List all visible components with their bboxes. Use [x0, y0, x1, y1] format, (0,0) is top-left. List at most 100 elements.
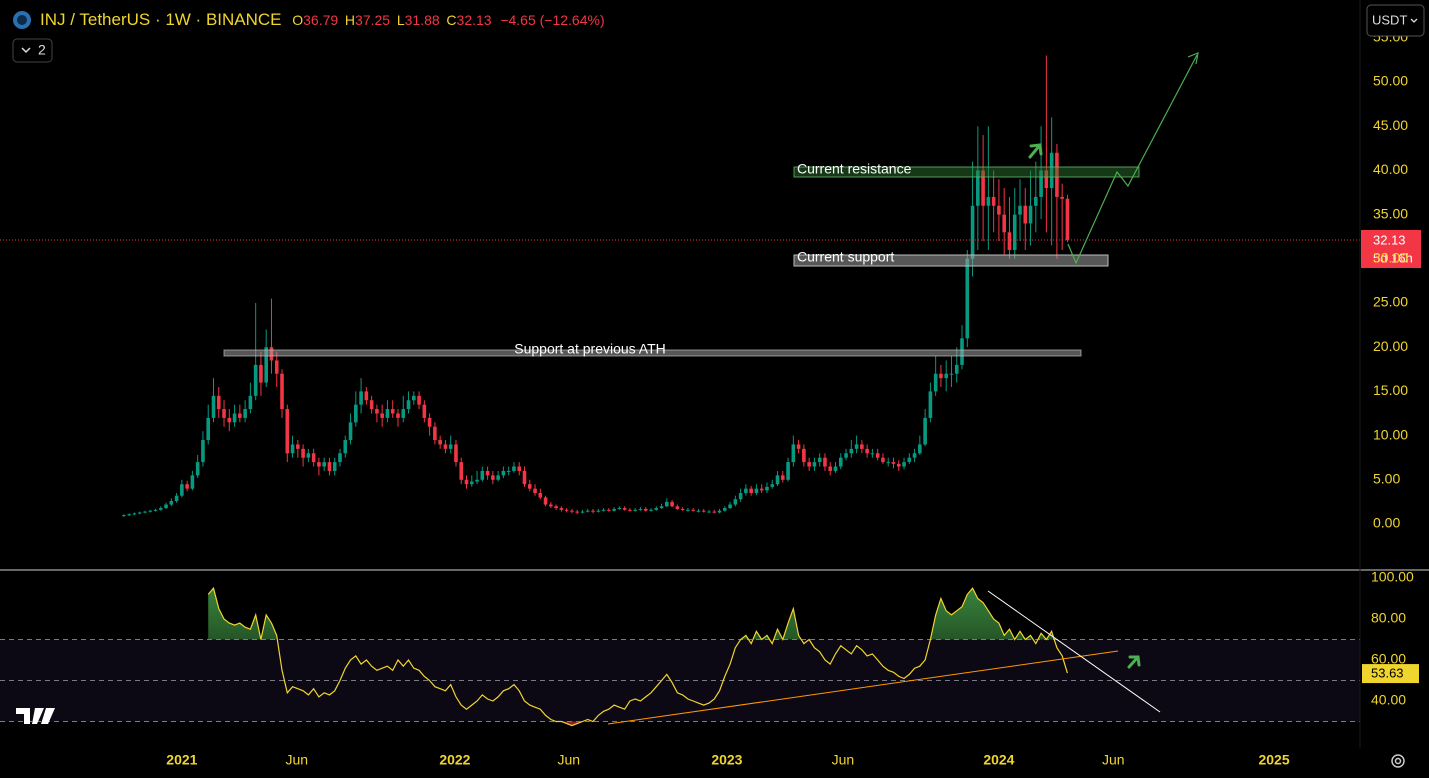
rsi-value-box: [1362, 664, 1419, 684]
ohlc-value: 32.13: [457, 12, 492, 28]
candle-body: [933, 373, 938, 392]
zone-label: Support at previous ATH: [514, 341, 665, 357]
candle-body: [248, 395, 253, 410]
candle-body: [649, 509, 653, 511]
candle-body: [865, 448, 869, 454]
candle-body: [680, 508, 685, 510]
y-tick-label: 10.00: [1373, 426, 1408, 442]
rsi-up-arrow: [1127, 655, 1141, 669]
candle-body: [686, 509, 690, 511]
candle-body: [849, 448, 854, 454]
rsi-background: [0, 639, 1360, 723]
y-tick-label: 0.00: [1373, 515, 1400, 531]
candle-body: [659, 506, 664, 509]
candle-body: [986, 196, 991, 206]
candle-body: [1018, 205, 1022, 215]
y-tick-label: 30.00: [1373, 250, 1408, 266]
candle-body: [132, 513, 137, 515]
x-tick-label: 2022: [439, 752, 470, 768]
candle-body: [348, 422, 353, 441]
logo: [16, 708, 55, 724]
y-tick-label: 15.00: [1373, 382, 1408, 398]
projection-path: [1067, 54, 1198, 265]
candle-body: [1023, 205, 1028, 224]
ohlc-prefix: O: [292, 12, 303, 28]
candle-body: [549, 504, 553, 507]
rsi-overbought-fill: [208, 588, 1055, 640]
candle-body: [828, 466, 833, 471]
candle-body: [749, 488, 753, 494]
candle-body: [274, 360, 279, 374]
chevron: [1410, 18, 1418, 23]
candle-body: [1034, 196, 1038, 206]
candle-body: [944, 373, 949, 379]
candle-body: [1060, 196, 1064, 199]
x-tick-label: 2021: [166, 752, 197, 768]
candle-body: [691, 509, 695, 511]
candle-body: [127, 514, 131, 516]
candle-body: [1055, 152, 1059, 197]
candle-body: [354, 404, 358, 423]
x-tick-label: 2023: [711, 752, 742, 768]
candle-body: [222, 409, 226, 418]
candle-body: [158, 508, 163, 510]
candle-body: [459, 462, 464, 480]
candle-body: [585, 510, 590, 512]
candle-body: [607, 509, 611, 511]
candle-body: [264, 347, 269, 383]
candle-body: [580, 511, 585, 513]
candle-body: [902, 462, 906, 467]
x-tick-label: Jun: [557, 752, 580, 768]
candle-body: [791, 444, 796, 463]
candle-body: [896, 463, 901, 467]
settings-icon[interactable]: [1391, 754, 1405, 768]
y-tick-label: 20.00: [1373, 338, 1408, 354]
axes: 32.13 5d 16h 0.00 5.00 10.00 15.00 20.00 25.00 3…: [166, 29, 1421, 768]
candle-body: [311, 453, 316, 463]
candle-body: [622, 508, 627, 510]
candle-body: [912, 453, 917, 458]
candle-body: [723, 508, 727, 511]
y-tick-label: 35.00: [1373, 205, 1408, 221]
candle-body: [707, 511, 711, 513]
candle-body: [928, 391, 933, 418]
candle-body: [332, 462, 337, 471]
candle-body: [728, 504, 732, 509]
candle-body: [406, 400, 411, 410]
candle-body: [823, 457, 827, 467]
candles: [0, 55, 1360, 517]
currency-button[interactable]: [1366, 4, 1425, 37]
candle-body: [891, 462, 896, 464]
up-arrow: [1028, 143, 1043, 159]
candle-body: [122, 515, 126, 517]
candle-body: [243, 409, 247, 418]
candle-body: [870, 453, 875, 455]
candle-body: [807, 462, 811, 467]
candle-body: [712, 511, 717, 513]
candle-body: [701, 510, 706, 512]
chevron: [21, 47, 31, 54]
candle-body: [923, 417, 927, 445]
candle-body: [765, 486, 769, 491]
candle-body: [396, 413, 400, 418]
x-tick-label: 2024: [983, 752, 1014, 768]
candle-body: [443, 444, 448, 449]
candle-body: [343, 440, 348, 454]
candle-body: [812, 462, 817, 467]
candle-body: [148, 510, 153, 512]
rsi-trendline: [987, 590, 1161, 713]
candle-body: [285, 409, 290, 454]
candle-body: [401, 409, 406, 418]
indicator-toggle[interactable]: [12, 38, 53, 63]
candle-body: [939, 373, 943, 379]
candle-body: [976, 170, 980, 206]
countdown: 5d 16h: [1373, 250, 1413, 265]
candle-body: [180, 484, 184, 496]
ohlc-value: 36.79: [303, 12, 338, 28]
candle-body: [596, 510, 601, 512]
candle-body: [253, 364, 258, 396]
ohlc-prefix: L: [397, 12, 405, 28]
candle-body: [169, 500, 174, 505]
candle-body: [475, 479, 479, 482]
